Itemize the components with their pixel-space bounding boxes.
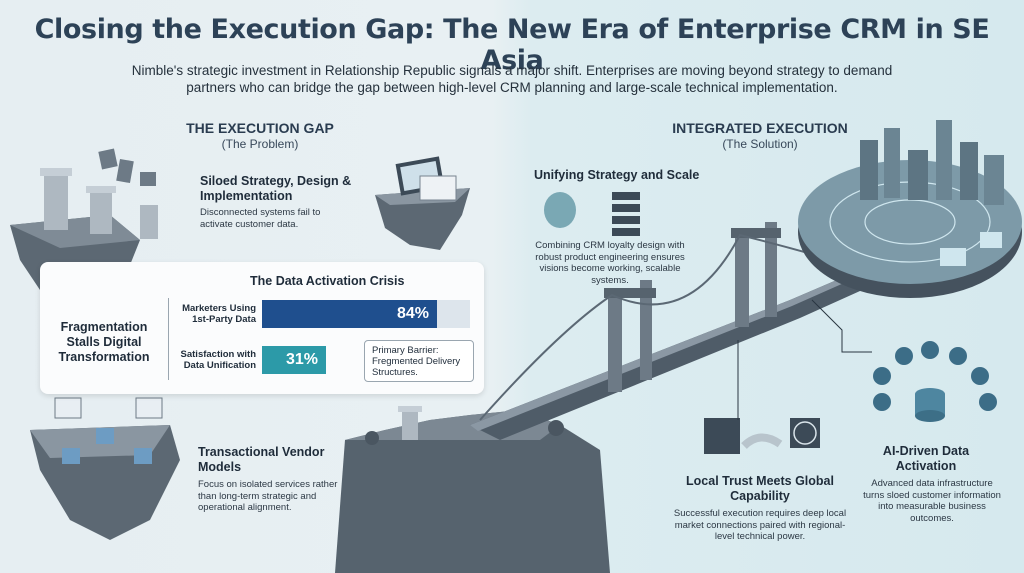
crisis-title: The Data Activation Crisis	[250, 274, 405, 288]
bar-track-unification: 31%	[262, 346, 352, 374]
primary-barrier-note: Primary Barrier: Fregmented Delivery Str…	[364, 340, 474, 382]
ai-activation-title: AI-Driven Data Activation	[882, 444, 970, 473]
cliff-rocks	[335, 406, 610, 573]
unifying-title: Unifying Strategy and Scale	[534, 168, 700, 182]
solution-subheading: (The Solution)	[722, 137, 798, 151]
brain-server-icons	[544, 192, 640, 236]
suspension-bridge	[470, 222, 880, 440]
siloed-text: Disconnected systems fail to activate cu…	[200, 207, 321, 230]
problem-heading: THE EXECUTION GAP	[186, 120, 334, 136]
floating-island-boxes	[30, 397, 180, 540]
handshake-globe-icons	[704, 418, 820, 454]
local-trust-text: Successful execution requires deep local…	[673, 508, 847, 542]
fragmentation-label: Fragmentation Stalls Digital Transformat…	[58, 320, 150, 364]
bar-label-unification: Satisfaction with Data Unification	[180, 349, 256, 371]
page-title: Closing the Execution Gap: The New Era o…	[34, 14, 990, 76]
floating-island-documents	[375, 156, 470, 250]
bar-value-unification: 31%	[285, 351, 318, 368]
data-activation-crisis-panel: The Data Activation Crisis Fragmentation…	[40, 262, 484, 394]
ai-activation-text: Advanced data infrastructure turns sloed…	[863, 478, 1001, 524]
transactional-title: Transactional Vendor Models	[198, 445, 325, 474]
bar-fill-1st-party: 84%	[262, 300, 437, 328]
local-trust-title: Local Trust Meets Global Capability	[686, 474, 834, 503]
page-subtitle: Nimble's strategic investment in Relatio…	[131, 63, 893, 95]
solution-heading: INTEGRATED EXECUTION	[672, 120, 848, 136]
smart-city-platform	[798, 120, 1022, 298]
problem-subheading: (The Problem)	[221, 137, 299, 151]
siloed-title: Siloed Strategy, Design & Implementation	[200, 174, 352, 203]
bar-fill-unification: 31%	[262, 346, 326, 374]
transactional-text: Focus on isolated services rather than l…	[198, 479, 338, 513]
unifying-text: Combining CRM loyalty design with robust…	[535, 240, 685, 286]
panel-divider	[168, 298, 169, 380]
bar-track-1st-party: 84%	[262, 300, 470, 328]
ai-data-hub-icons	[873, 341, 997, 422]
bar-label-1st-party: Marketers Using 1st-Party Data	[182, 303, 256, 325]
connector-line-ai	[811, 299, 872, 353]
bar-value-1st-party: 84%	[396, 305, 429, 322]
